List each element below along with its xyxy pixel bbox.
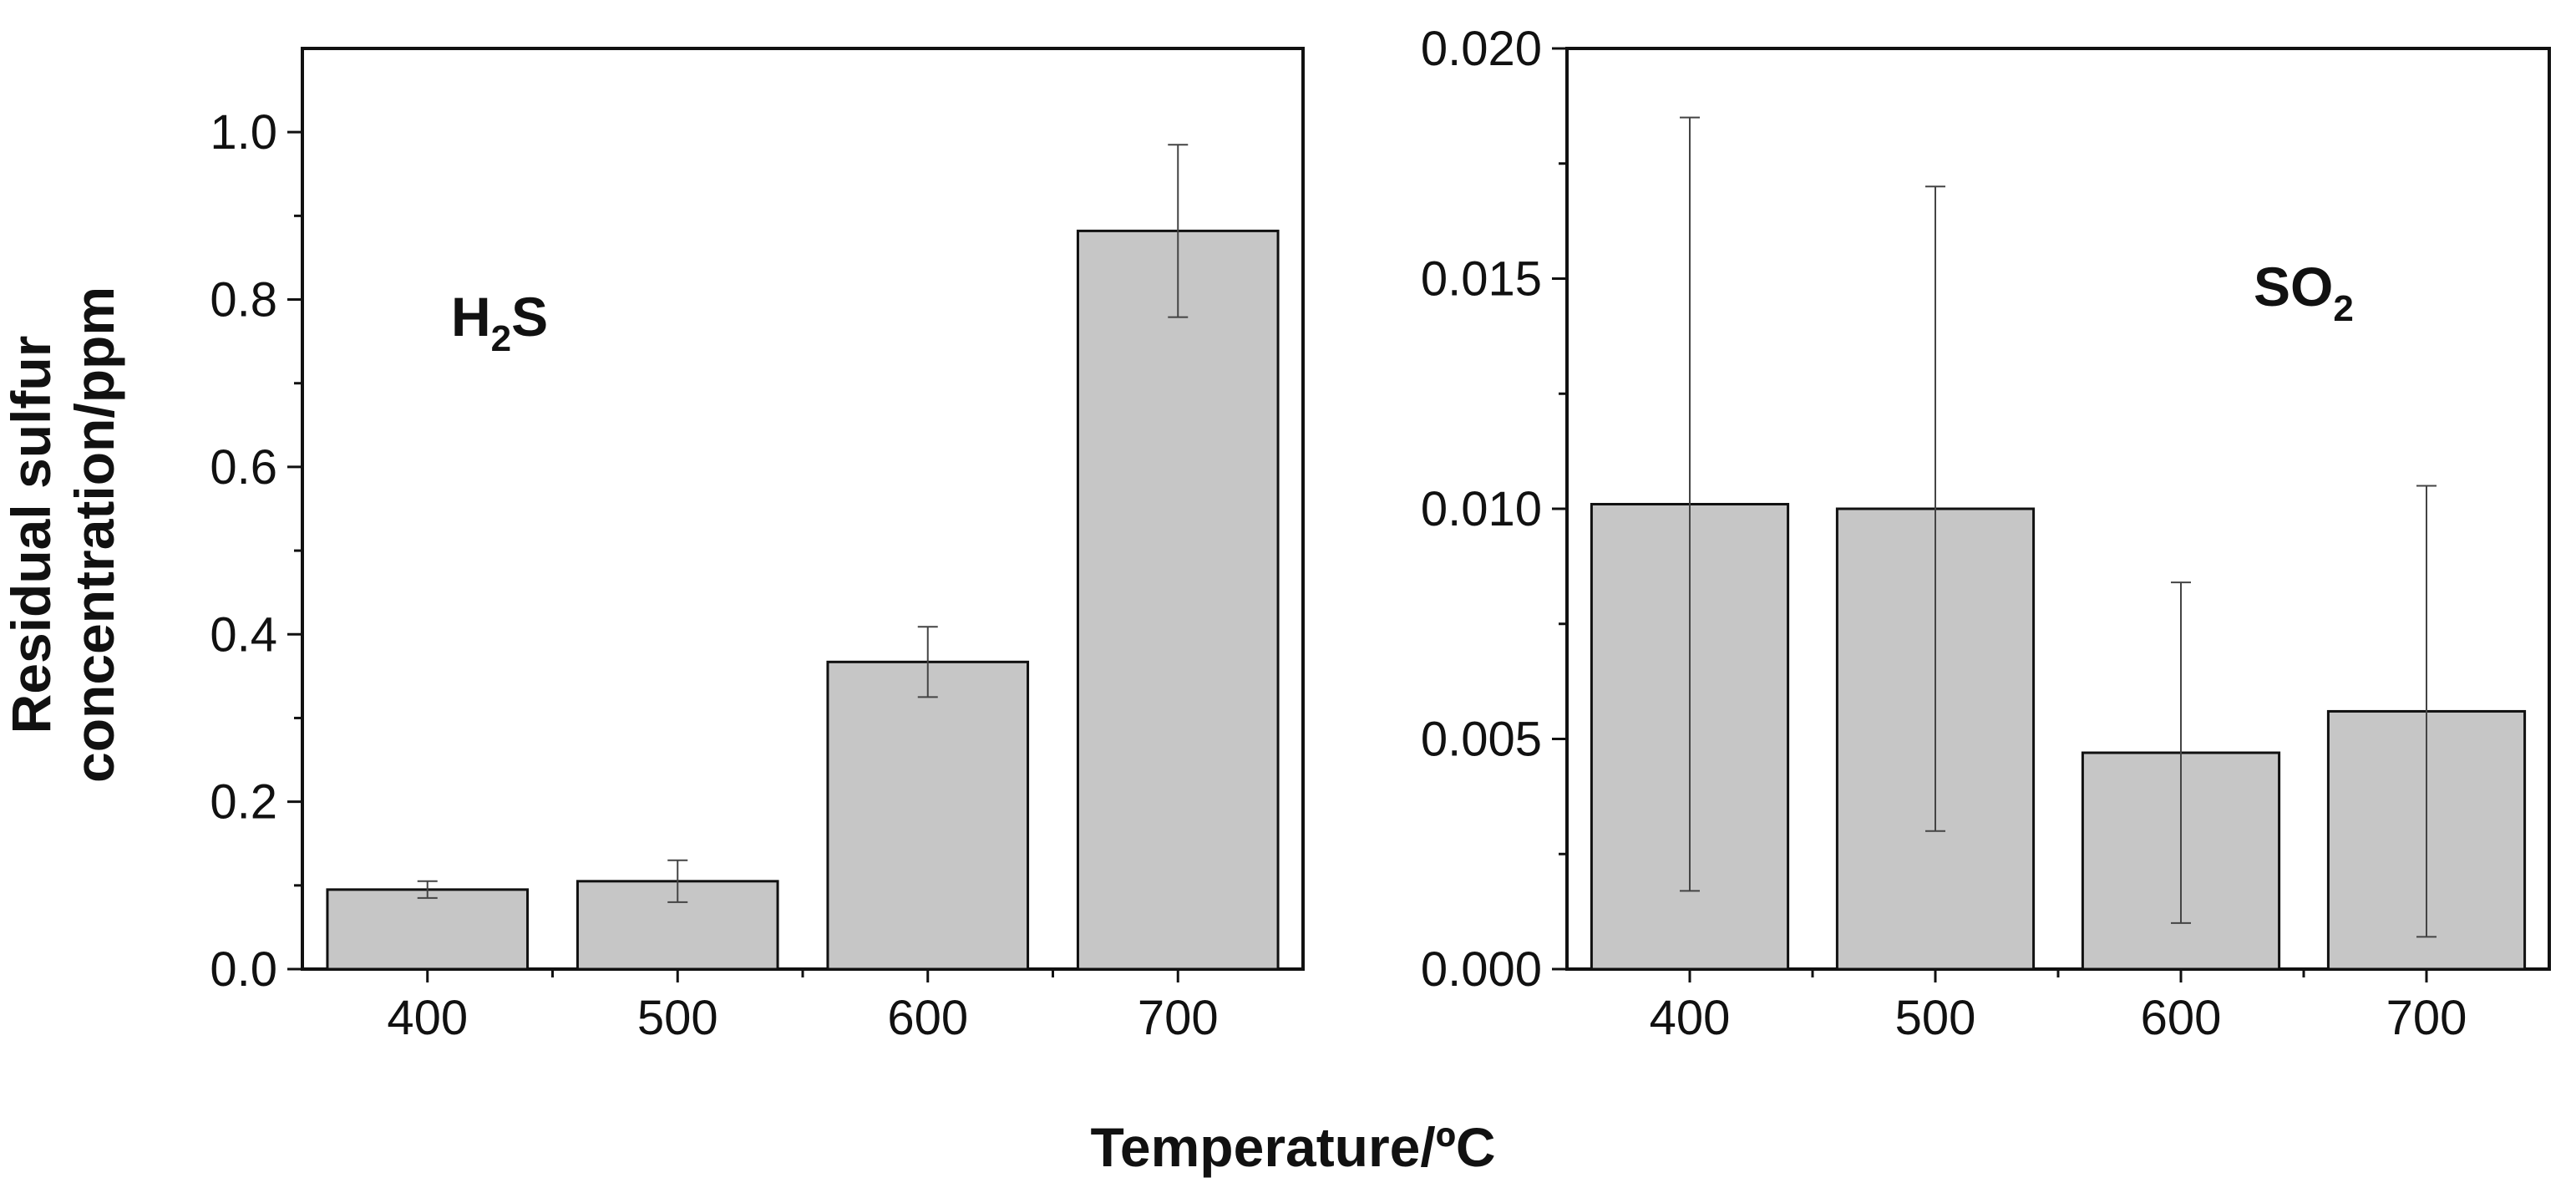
panel-label-h2s: H2S bbox=[451, 286, 548, 359]
y-tick-label: 0.8 bbox=[210, 273, 277, 327]
bar-700 bbox=[1076, 229, 1280, 971]
y-tick-label: 1.0 bbox=[210, 105, 277, 160]
chart-panel-so2: 0.000 0.005 0.010 0.015 0.020 400 500 600 700 S… bbox=[1421, 22, 2551, 1045]
x-tick-label-500: 500 bbox=[1895, 991, 1976, 1045]
y-tick-label: 0.005 bbox=[1421, 713, 1542, 767]
bar-600 bbox=[826, 660, 1030, 971]
bar-400 bbox=[326, 888, 530, 971]
y-tick-label: 0.2 bbox=[210, 775, 277, 830]
errorbars-h2s bbox=[417, 144, 1189, 903]
y-tick-label: 0.010 bbox=[1421, 482, 1542, 536]
y-tick-label: 0.6 bbox=[210, 440, 277, 495]
x-ticks-so2: 400 500 600 700 bbox=[1650, 969, 2467, 1045]
x-axis-title: Temperature/ºC bbox=[1090, 1116, 1495, 1178]
x-tick-label-600: 600 bbox=[2141, 991, 2222, 1045]
shared-y-axis-title: Residual sulfur concentration/ppm bbox=[0, 287, 125, 783]
y-axis-title-line2: concentration/ppm bbox=[63, 287, 125, 783]
x-tick-label-600: 600 bbox=[887, 991, 968, 1045]
x-tick-label-400: 400 bbox=[1650, 991, 1731, 1045]
y-tick-label: 0.015 bbox=[1421, 252, 1542, 307]
panel-label-so2: SO2 bbox=[2254, 256, 2354, 329]
x-tick-label-500: 500 bbox=[637, 991, 718, 1045]
bars-h2s bbox=[326, 229, 1280, 971]
y-tick-label: 0.0 bbox=[210, 942, 277, 997]
x-tick-label-700: 700 bbox=[1138, 991, 1219, 1045]
y-tick-label: 0.4 bbox=[210, 607, 277, 662]
chart-panel-h2s: 0.0 0.2 0.4 0.6 0.8 1.0 400 500 600 700 H2S bbox=[210, 47, 1305, 1045]
y-tick-label: 0.020 bbox=[1421, 22, 1542, 76]
y-ticks-h2s: 0.0 0.2 0.4 0.6 0.8 1.0 bbox=[210, 105, 302, 997]
y-tick-label: 0.000 bbox=[1421, 942, 1542, 997]
errorbars-so2 bbox=[1680, 116, 2437, 938]
y-axis-title-line1: Residual sulfur bbox=[0, 336, 62, 734]
x-tick-label-400: 400 bbox=[387, 991, 468, 1045]
x-tick-label-700: 700 bbox=[2386, 991, 2467, 1045]
x-ticks-h2s: 400 500 600 700 bbox=[387, 969, 1219, 1045]
y-ticks-so2: 0.000 0.005 0.010 0.015 0.020 bbox=[1421, 22, 1567, 997]
bars-so2 bbox=[1590, 502, 2527, 971]
